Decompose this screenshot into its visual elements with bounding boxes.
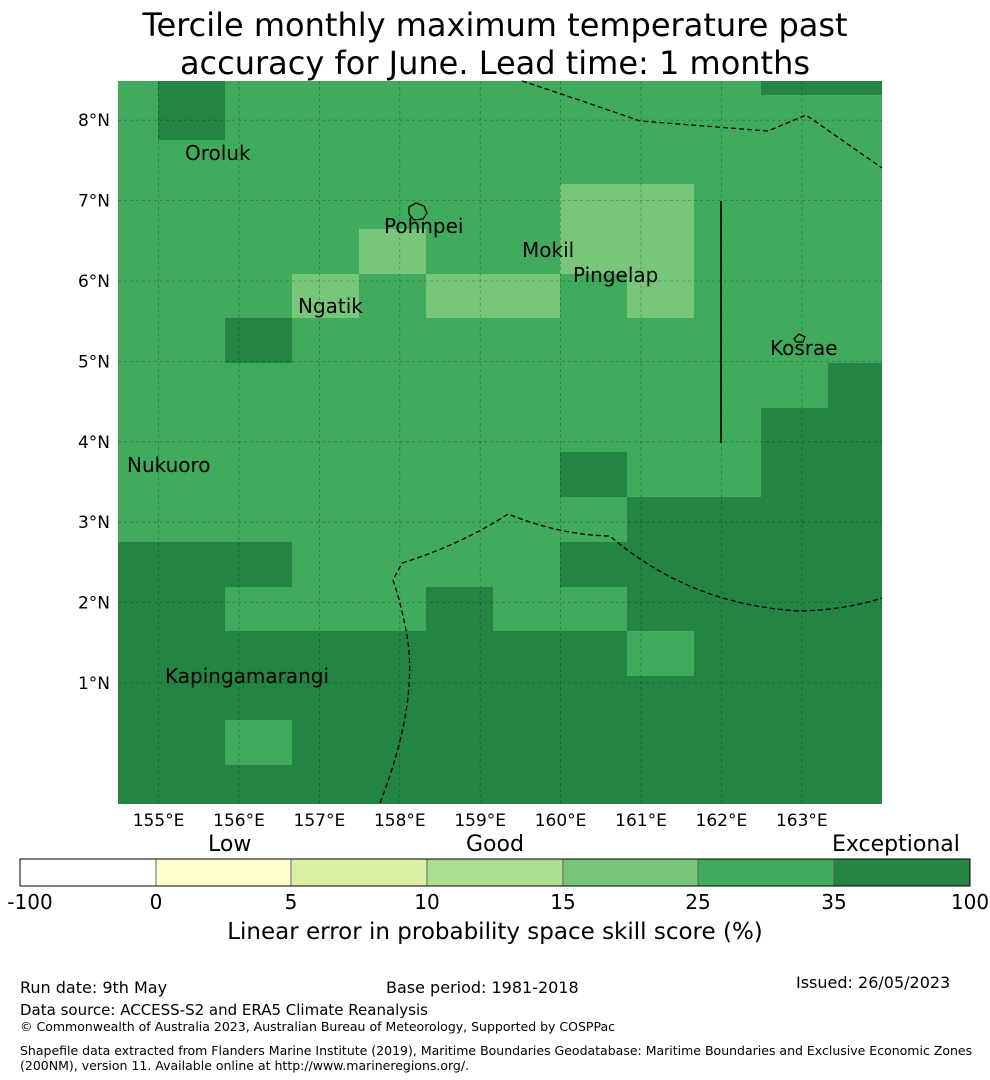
place-label: Pohnpei: [384, 214, 464, 238]
colorbar-tick: 35: [821, 890, 847, 914]
skill-map: 155°E 156°E 157°E 158°E 159°E 160°E 161°E 162°E…: [78, 80, 883, 831]
lon-tick-label: 159°E: [454, 811, 506, 831]
lon-tick-label: 160°E: [535, 811, 587, 831]
base-period: Base period: 1981-2018: [386, 978, 579, 997]
lat-tick-label: 7°N: [78, 192, 110, 212]
skill-cell: [225, 318, 292, 363]
skill-cell: [292, 274, 359, 318]
lat-tick-label: 8°N: [78, 111, 110, 131]
place-label: Mokil: [522, 238, 574, 262]
category-low: Low: [208, 832, 252, 857]
place-label: Oroluk: [185, 141, 251, 165]
colorbar-bin: [833, 858, 971, 887]
skill-cell: [694, 631, 882, 676]
graticule: [118, 81, 882, 804]
lat-tick-label: 2°N: [78, 594, 110, 614]
run-date: Run date: 9th May: [20, 978, 168, 997]
skill-cell: [560, 452, 627, 497]
skill-cells: [118, 81, 882, 804]
issued-date: Issued: 26/05/2023: [796, 973, 951, 992]
skill-cell: [560, 229, 694, 274]
colorbar-bins: [19, 858, 971, 887]
skill-cell: [118, 587, 225, 631]
pohnpei-outline: [408, 202, 428, 221]
shapefile-note-2: (200NM), version 11. Available online at…: [20, 1058, 470, 1073]
skill-cell: [560, 542, 882, 587]
colorbar-bin: [155, 858, 292, 887]
category-exceptional: Exceptional: [832, 832, 960, 857]
colorbar-bin: [426, 858, 564, 887]
lat-tick-label: 1°N: [78, 674, 110, 694]
colorbar-tick: 100: [950, 890, 990, 914]
skill-cell: [118, 631, 627, 676]
colorbar-bin: [697, 858, 835, 887]
lon-tick-label: 162°E: [696, 811, 748, 831]
eez-boundary-north: [521, 80, 883, 169]
skill-cell: [225, 720, 292, 765]
place-label: Kosrae: [770, 336, 838, 360]
lat-tick-label: 3°N: [78, 513, 110, 533]
lon-tick-label: 155°E: [133, 811, 185, 831]
colorbar-tick: 25: [685, 890, 711, 914]
skill-cell: [627, 497, 882, 542]
category-good: Good: [466, 832, 524, 857]
title-line-1: Tercile monthly maximum temperature past: [142, 6, 848, 44]
lon-tick-label: 158°E: [374, 811, 426, 831]
lat-tick-label: 4°N: [78, 433, 110, 453]
skill-cell: [560, 184, 694, 229]
axis-ticks: 155°E 156°E 157°E 158°E 159°E 160°E 161°E 162°E…: [78, 111, 828, 831]
place-label: Pingelap: [573, 263, 658, 287]
lat-tick-label: 5°N: [78, 352, 110, 372]
lon-tick-label: 161°E: [615, 811, 667, 831]
place-label: Ngatik: [298, 294, 363, 318]
skill-cell: [426, 274, 560, 318]
colorbar-tick: 5: [284, 890, 298, 914]
skill-cell: [359, 229, 426, 274]
copyright-note: © Commonwealth of Australia 2023, Austra…: [20, 1019, 615, 1034]
skill-cell: [426, 587, 493, 631]
place-label: Kapingamarangi: [165, 664, 329, 688]
colorbar-bin: [290, 858, 428, 887]
skill-cell: [761, 81, 882, 95]
place-label: Nukuoro: [127, 453, 211, 477]
kosrae-outline: [793, 333, 806, 343]
skill-cell: [761, 408, 882, 497]
skill-cell: [158, 81, 225, 140]
colorbar-bin: [19, 858, 157, 887]
skill-cell: [627, 587, 882, 631]
eez-boundary-south: [379, 513, 883, 804]
skill-cell: [828, 363, 882, 408]
lon-tick-label: 163°E: [776, 811, 828, 831]
lon-tick-label: 156°E: [213, 811, 265, 831]
colorbar-tick: 10: [414, 890, 440, 914]
colorbar-tick: 0: [149, 890, 163, 914]
skill-cell: [118, 542, 292, 587]
colorbar-bin: [562, 858, 699, 887]
title-line-2: accuracy for June. Lead time: 1 months: [179, 44, 811, 82]
colorbar-title: Linear error in probability space skill …: [227, 919, 763, 945]
shapefile-note-1: Shapefile data extracted from Flanders M…: [20, 1043, 973, 1058]
island-outlines: [408, 202, 806, 343]
colorbar-tick: 15: [550, 890, 576, 914]
map-title: Tercile monthly maximum temperature past…: [0, 6, 990, 82]
lat-tick-label: 6°N: [78, 272, 110, 292]
data-source: Data source: ACCESS-S2 and ERA5 Climate …: [20, 1001, 428, 1019]
lon-tick-label: 157°E: [294, 811, 346, 831]
colorbar-frame: [19, 858, 971, 887]
skill-cell: [627, 274, 694, 318]
colorbar: [19, 858, 971, 887]
eez-boundaries: [379, 80, 883, 804]
colorbar-tick: -100: [7, 890, 53, 914]
